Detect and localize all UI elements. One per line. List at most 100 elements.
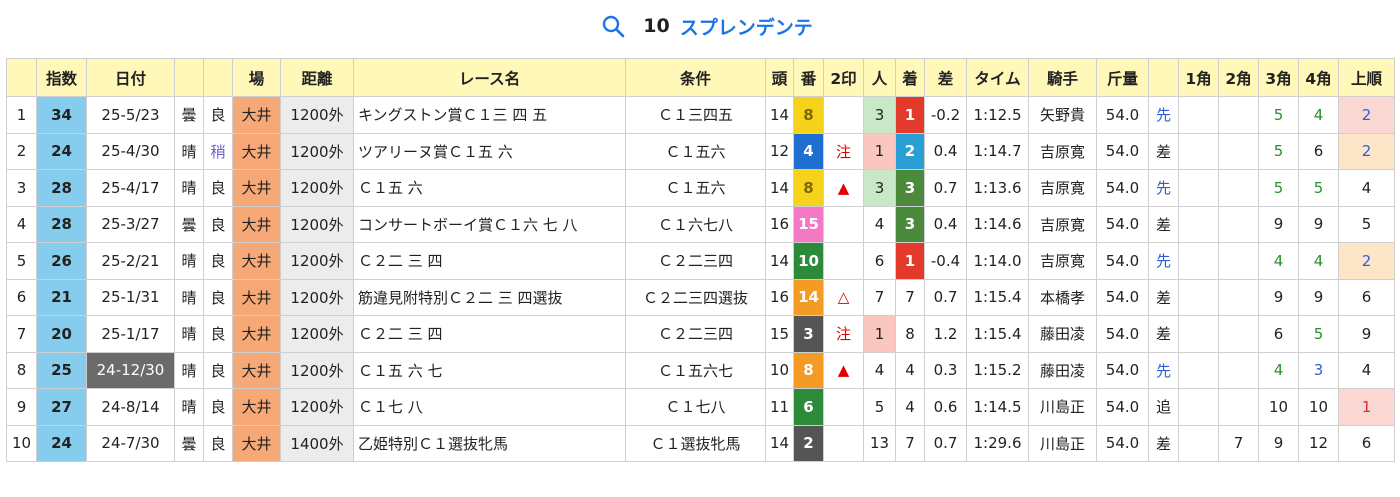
speed-index: 27 — [36, 388, 87, 426]
finish-position: 3 — [895, 205, 925, 243]
search-icon[interactable] — [601, 14, 625, 38]
race-name[interactable]: Ｃ１五 六 七 — [353, 351, 626, 389]
race-name[interactable]: コンサートボーイ賞Ｃ１六 七 八 — [353, 205, 626, 243]
last-3f-rank: 4 — [1338, 351, 1395, 389]
finish-position: 2 — [895, 132, 925, 170]
corner-3: 9 — [1258, 424, 1299, 462]
popularity: 5 — [863, 388, 896, 426]
corner-4: 9 — [1298, 205, 1339, 243]
race-name[interactable]: ツアリーヌ賞Ｃ１五 六 — [353, 132, 626, 170]
table-row[interactable]: 9 27 24-8/14 晴良大井 1200外 Ｃ１七 八 Ｃ１七八 11 6 5 4 0.6 1:14… — [6, 388, 1395, 426]
race-condition: Ｃ１五六 — [625, 169, 766, 207]
column-header: 条件 — [625, 58, 766, 97]
finish-position: 4 — [895, 351, 925, 389]
racecourse: 大井 — [232, 96, 281, 134]
race-condition: Ｃ１五六 — [625, 132, 766, 170]
popularity: 13 — [863, 424, 896, 462]
carried-weight: 54.0 — [1096, 242, 1149, 280]
last-3f-rank: 9 — [1338, 315, 1395, 353]
popularity: 1 — [863, 315, 896, 353]
race-name[interactable]: Ｃ１五 六 — [353, 169, 626, 207]
weather: 晴 — [174, 388, 204, 426]
finish-position: 3 — [895, 169, 925, 207]
finish-position: 8 — [895, 315, 925, 353]
table-row[interactable]: 4 28 25-3/27 曇良大井 1200外 コンサートボーイ賞Ｃ１六 七 八 Ｃ１六七八… — [6, 205, 1395, 243]
row-number: 10 — [6, 424, 37, 462]
jockey: 吉原寛 — [1028, 205, 1097, 243]
row-number: 6 — [6, 278, 37, 316]
column-header: 2角 — [1218, 58, 1259, 97]
corner-3: 6 — [1258, 315, 1299, 353]
table-row[interactable]: 3 28 25-4/17 晴良大井 1200外 Ｃ１五 六 Ｃ１五六 14 8 ▲ 3 3 0.7 1:1… — [6, 169, 1395, 207]
jockey: 川島正 — [1028, 424, 1097, 462]
prediction-mark — [823, 205, 864, 243]
jockey: 藤田凌 — [1028, 315, 1097, 353]
track-condition: 良 — [203, 96, 233, 134]
race-name[interactable]: Ｃ１七 八 — [353, 388, 626, 426]
row-number: 2 — [6, 132, 37, 170]
table-row[interactable]: 7 20 25-1/17 晴良大井 1200外 Ｃ２二 三 四 Ｃ２二三四 15 3 注 1 8 1.2… — [6, 315, 1395, 353]
weather: 晴 — [174, 351, 204, 389]
jockey: 本橋孝 — [1028, 278, 1097, 316]
prediction-mark: ▲ — [823, 169, 864, 207]
corner-4: 9 — [1298, 278, 1339, 316]
last-3f-rank: 4 — [1338, 169, 1395, 207]
corner-4: 5 — [1298, 315, 1339, 353]
race-time: 1:12.5 — [966, 96, 1029, 134]
prediction-mark — [823, 96, 864, 134]
prediction-mark — [823, 424, 864, 462]
track-condition: 良 — [203, 424, 233, 462]
corner-2 — [1218, 242, 1259, 280]
running-style: 差 — [1148, 132, 1179, 170]
table-row[interactable]: 1 34 25-5/23 曇良大井 1200外 キングストン賞Ｃ１三 四 五 Ｃ１三四五 14… — [6, 96, 1395, 134]
corner-3: 9 — [1258, 205, 1299, 243]
table-row[interactable]: 6 21 25-1/31 晴良大井 1200外 筋違見附特別Ｃ２二 三 四選抜 Ｃ２二三四選… — [6, 278, 1395, 316]
column-header: 3角 — [1258, 58, 1299, 97]
race-name[interactable]: 筋違見附特別Ｃ２二 三 四選抜 — [353, 278, 626, 316]
racecourse: 大井 — [232, 388, 281, 426]
race-name[interactable]: キングストン賞Ｃ１三 四 五 — [353, 96, 626, 134]
corner-1 — [1178, 242, 1219, 280]
carried-weight: 54.0 — [1096, 169, 1149, 207]
column-header — [1148, 58, 1179, 97]
distance: 1200外 — [280, 242, 354, 280]
horse-number-cell: 6 — [793, 388, 824, 426]
horse-number-cell: 10 — [793, 242, 824, 280]
race-name[interactable]: Ｃ２二 三 四 — [353, 242, 626, 280]
popularity: 3 — [863, 96, 896, 134]
race-time: 1:15.2 — [966, 351, 1029, 389]
running-style: 差 — [1148, 315, 1179, 353]
race-name[interactable]: 乙姫特別Ｃ１選抜牝馬 — [353, 424, 626, 462]
popularity: 6 — [863, 242, 896, 280]
table-row[interactable]: 5 26 25-2/21 晴良大井 1200外 Ｃ２二 三 四 Ｃ２二三四 14 10 6 1 -0.… — [6, 242, 1395, 280]
field-size: 14 — [765, 242, 794, 280]
horse-number-cell: 2 — [793, 424, 824, 462]
race-condition: Ｃ１三四五 — [625, 96, 766, 134]
horse-name-link[interactable]: スプレンデンテ — [679, 16, 813, 39]
corner-2 — [1218, 96, 1259, 134]
prediction-mark: ▲ — [823, 351, 864, 389]
row-number: 5 — [6, 242, 37, 280]
race-date: 24-12/30 — [86, 351, 175, 389]
time-difference: -0.4 — [924, 242, 967, 280]
corner-2: 7 — [1218, 424, 1259, 462]
row-number: 7 — [6, 315, 37, 353]
corner-3: 5 — [1258, 96, 1299, 134]
table-row[interactable]: 10 24 24-7/30 曇良大井 1400外 乙姫特別Ｃ１選抜牝馬 Ｃ１選抜牝馬 14 2 1… — [6, 424, 1395, 462]
weather: 晴 — [174, 242, 204, 280]
race-date: 25-2/21 — [86, 242, 175, 280]
corner-3: 4 — [1258, 351, 1299, 389]
race-time: 1:15.4 — [966, 315, 1029, 353]
corner-2 — [1218, 315, 1259, 353]
column-header — [6, 58, 37, 97]
table-row[interactable]: 2 24 25-4/30 晴稍大井 1200外 ツアリーヌ賞Ｃ１五 六 Ｃ１五六 12 4 注 1 2… — [6, 132, 1395, 170]
column-header: 距離 — [280, 58, 354, 97]
running-style: 先 — [1148, 96, 1179, 134]
corner-1 — [1178, 315, 1219, 353]
row-number: 1 — [6, 96, 37, 134]
horse-number-cell: 8 — [793, 351, 824, 389]
table-row[interactable]: 8 25 24-12/30 晴良大井 1200外 Ｃ１五 六 七 Ｃ１五六七 10 8 ▲ 4 4 0.… — [6, 351, 1395, 389]
carried-weight: 54.0 — [1096, 388, 1149, 426]
race-name[interactable]: Ｃ２二 三 四 — [353, 315, 626, 353]
corner-2 — [1218, 169, 1259, 207]
